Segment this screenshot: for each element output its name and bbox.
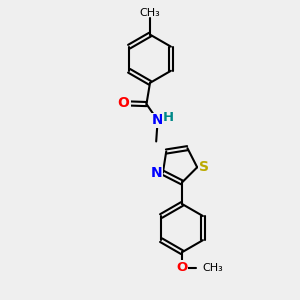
Text: CH₃: CH₃ <box>140 8 160 18</box>
Text: S: S <box>199 160 209 174</box>
Text: N: N <box>151 166 162 180</box>
Text: O: O <box>118 97 129 110</box>
Text: O: O <box>176 261 188 274</box>
Text: CH₃: CH₃ <box>202 262 224 273</box>
Text: H: H <box>162 111 173 124</box>
Text: N: N <box>152 113 164 127</box>
